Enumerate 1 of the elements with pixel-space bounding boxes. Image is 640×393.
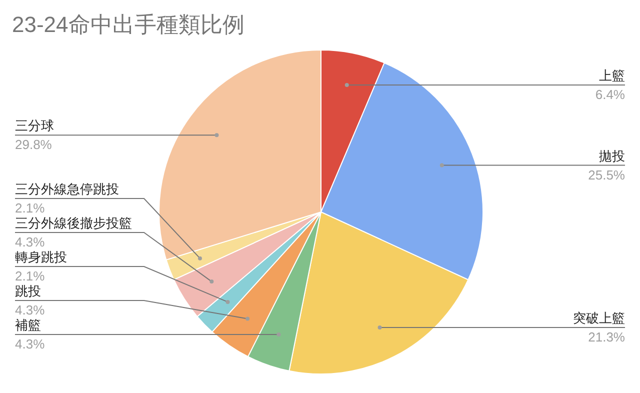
title: 23-24命中出手種類比例 [12, 12, 244, 37]
